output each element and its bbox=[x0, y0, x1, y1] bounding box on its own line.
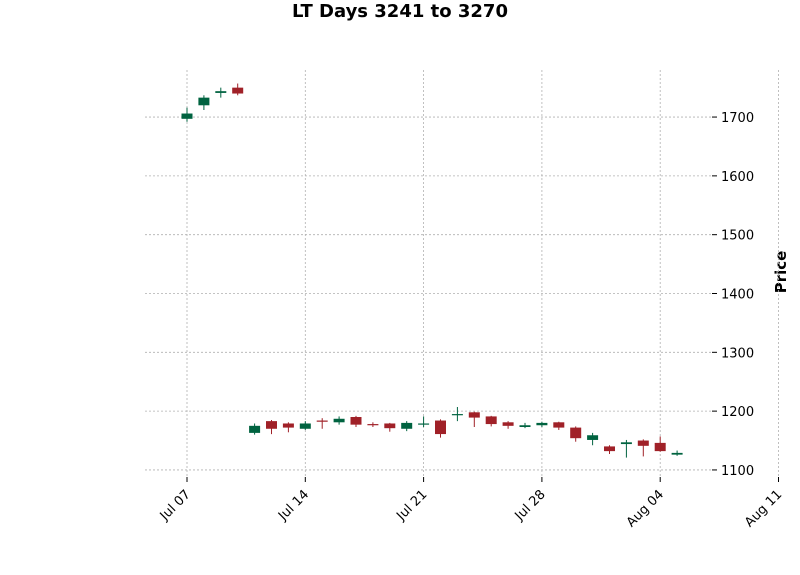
grid-layer bbox=[145, 70, 779, 477]
candles-layer bbox=[181, 83, 683, 458]
x-tick-label: Jul 14 bbox=[275, 487, 312, 524]
x-tick-label: Jul 07 bbox=[157, 487, 194, 524]
candle-body bbox=[350, 417, 362, 425]
candle-down bbox=[604, 445, 615, 455]
candle-down bbox=[282, 422, 294, 433]
candle-body bbox=[553, 422, 565, 428]
candle-down bbox=[350, 415, 362, 428]
candle-body bbox=[468, 412, 480, 418]
candle-down bbox=[553, 421, 565, 430]
candle-down bbox=[232, 83, 244, 96]
candle-down bbox=[384, 422, 396, 432]
candle-body bbox=[282, 423, 294, 428]
candle-body bbox=[637, 440, 649, 446]
candle-up bbox=[620, 439, 632, 458]
y-tick-label: 1300 bbox=[721, 346, 754, 361]
candle-body bbox=[198, 97, 210, 106]
candle-up bbox=[519, 422, 531, 429]
y-tick-label: 1100 bbox=[721, 464, 754, 479]
candle-body bbox=[249, 425, 261, 433]
x-tick-label: Jul 28 bbox=[512, 487, 549, 524]
candle-up bbox=[401, 421, 413, 432]
candle-up bbox=[536, 421, 548, 428]
candle-down bbox=[654, 436, 666, 452]
candle-up bbox=[333, 416, 345, 425]
candle-body bbox=[451, 414, 463, 416]
candle-body bbox=[604, 446, 615, 452]
candle-body bbox=[316, 420, 328, 422]
candle-body bbox=[519, 425, 531, 428]
candle-body bbox=[485, 416, 497, 425]
candle-up bbox=[299, 421, 311, 430]
candle-body bbox=[215, 91, 227, 93]
candle-down bbox=[637, 439, 649, 457]
candle-body bbox=[435, 420, 446, 435]
candle-down bbox=[468, 411, 480, 428]
candle-up bbox=[587, 432, 599, 446]
candle-body bbox=[620, 442, 632, 445]
candle-down bbox=[435, 419, 446, 438]
x-tick-label: Aug 11 bbox=[742, 487, 785, 530]
candle-body bbox=[587, 435, 599, 440]
candle-body bbox=[181, 113, 193, 119]
candle-body bbox=[654, 442, 666, 452]
candle-up bbox=[671, 450, 683, 456]
candle-down bbox=[502, 421, 514, 429]
candle-down bbox=[367, 422, 379, 428]
candle-body bbox=[536, 422, 548, 426]
candle-body bbox=[570, 427, 582, 439]
candle-body bbox=[401, 422, 413, 429]
candle-body bbox=[333, 418, 345, 423]
y-tick-label: 1400 bbox=[721, 287, 754, 302]
candle-body bbox=[266, 421, 277, 429]
candle-up bbox=[249, 423, 261, 435]
x-axis: Jul 07 Jul 14 Jul 21 Jul 28 Aug 04 Aug 11 bbox=[157, 477, 785, 530]
candle-body bbox=[367, 424, 379, 426]
y-tick-label: 1200 bbox=[721, 405, 754, 420]
candle-up bbox=[215, 87, 227, 98]
y-axis-label: Price bbox=[772, 251, 790, 294]
x-tick-label: Aug 04 bbox=[624, 487, 667, 530]
x-tick-label: Jul 21 bbox=[393, 487, 430, 524]
y-axis: 1100 1200 1300 1400 1500 1600 1700 bbox=[712, 111, 754, 479]
candle-body bbox=[671, 452, 683, 455]
y-tick-label: 1600 bbox=[721, 170, 754, 185]
candle-down bbox=[316, 418, 328, 429]
candle-body bbox=[299, 423, 311, 429]
candle-down bbox=[266, 419, 277, 435]
y-tick-label: 1500 bbox=[721, 229, 754, 244]
candle-down bbox=[485, 415, 497, 427]
y-tick-label: 1700 bbox=[721, 111, 754, 126]
candle-body bbox=[384, 423, 396, 429]
candle-up bbox=[451, 407, 463, 422]
candle-body bbox=[502, 422, 514, 426]
candle-up bbox=[418, 416, 430, 428]
candle-body bbox=[232, 87, 244, 94]
candle-body bbox=[418, 423, 430, 425]
candle-up bbox=[198, 95, 210, 110]
candle-up bbox=[181, 107, 193, 122]
candle-down bbox=[570, 426, 582, 442]
chart-title: LT Days 3241 to 3270 bbox=[292, 1, 508, 22]
